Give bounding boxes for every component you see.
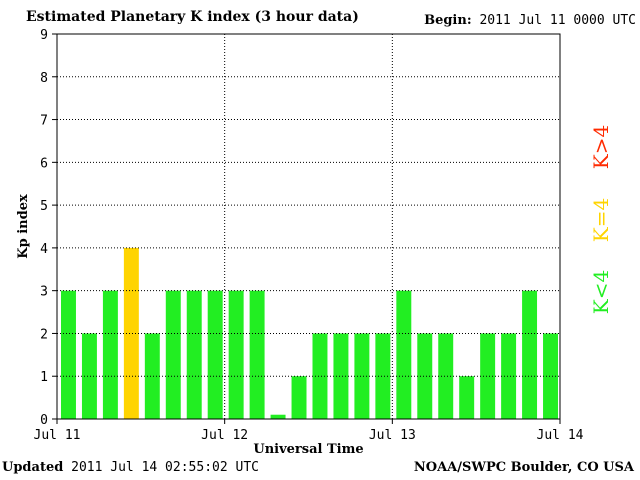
- kp-bar: [81, 333, 97, 419]
- data-source: NOAA/SWPC Boulder, CO USA: [413, 460, 634, 475]
- chart-title: Estimated Planetary K index (3 hour data…: [26, 9, 359, 25]
- y-tick-label: 8: [40, 71, 48, 86]
- x-axis-ticks: Jul 11 Jul 12 Jul 13 Jul 14: [34, 419, 584, 443]
- kp-bar: [291, 376, 307, 419]
- x-tick-label: Jul 11: [34, 428, 81, 443]
- legend: K<4 K=4 K>4: [589, 125, 613, 314]
- kp-bar: [333, 333, 349, 419]
- x-tick-label: Jul 12: [201, 428, 248, 443]
- x-tick-label: Jul 13: [369, 428, 416, 443]
- kp-bar: [459, 376, 475, 419]
- bar-group: [61, 247, 558, 419]
- updated-value: 2011 Jul 14 02:55:02 UTC: [71, 460, 259, 475]
- kp-bar: [417, 333, 433, 419]
- kp-bar: [102, 290, 118, 419]
- y-tick-label: 6: [40, 156, 48, 171]
- y-tick-label: 1: [40, 370, 48, 385]
- x-tick-label: Jul 14: [537, 428, 584, 443]
- y-tick-label: 9: [40, 28, 48, 43]
- updated-timestamp: Updated 2011 Jul 14 02:55:02 UTC: [2, 460, 259, 475]
- kp-bar: [396, 290, 412, 419]
- kp-bar: [312, 333, 328, 419]
- y-tick-label: 0: [40, 413, 48, 428]
- legend-item: K>4: [589, 125, 613, 169]
- x-axis-label: Universal Time: [253, 442, 363, 457]
- kp-bar: [207, 290, 223, 419]
- y-axis-label: Kp index: [16, 194, 31, 259]
- kp-bar: [543, 333, 558, 419]
- kp-bar: [438, 333, 454, 419]
- y-axis-ticks: 0 1 2 3 4 5 6 7 8 9: [40, 28, 57, 428]
- kp-bar: [165, 290, 181, 419]
- kp-bar: [249, 290, 265, 419]
- legend-item: K<4: [589, 270, 613, 314]
- kp-bar: [270, 414, 286, 419]
- y-tick-label: 3: [40, 285, 48, 300]
- kp-bar: [186, 290, 202, 419]
- y-tick-label: 2: [40, 327, 48, 342]
- begin-label: Begin:: [424, 13, 472, 28]
- y-tick-label: 4: [40, 242, 48, 257]
- begin-time: Begin: 2011 Jul 11 0000 UTC: [424, 13, 636, 28]
- kp-bar: [144, 333, 160, 419]
- kp-bar: [354, 333, 370, 419]
- begin-value: 2011 Jul 11 0000 UTC: [479, 13, 636, 28]
- plot-frame: [56, 33, 561, 420]
- kp-bar: [522, 290, 538, 419]
- kp-bar: [61, 290, 76, 419]
- kp-bar: [501, 333, 517, 419]
- y-tick-label: 5: [40, 199, 48, 214]
- kp-bar: [375, 333, 391, 419]
- updated-label: Updated: [2, 460, 64, 475]
- grid-lines: [57, 34, 560, 419]
- y-tick-label: 7: [40, 114, 48, 129]
- legend-item: K=4: [589, 198, 613, 242]
- kp-bar: [228, 290, 244, 419]
- kp-bar: [480, 333, 496, 419]
